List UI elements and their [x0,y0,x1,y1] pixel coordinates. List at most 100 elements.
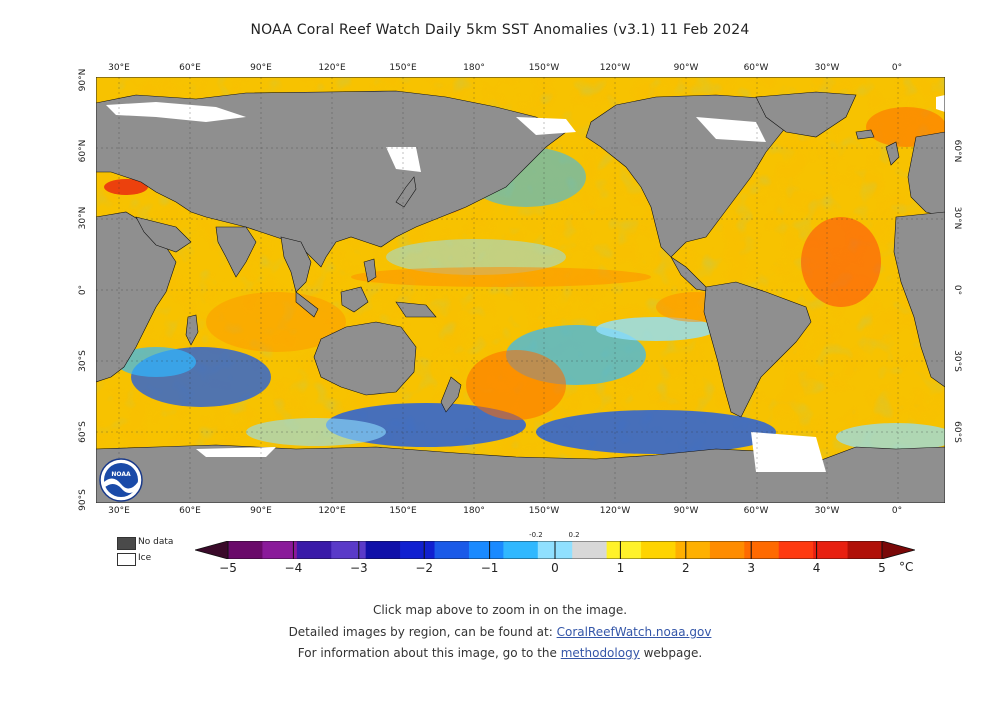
cool-anomaly-regions [116,147,945,454]
lon-label-bottom: 150°W [528,506,560,516]
lat-label-left: 60°N [78,139,88,163]
colorbar-segment [709,541,745,559]
colorbar-segment [606,541,642,559]
new-guinea [395,301,437,318]
map-svg[interactable] [96,77,945,503]
madagascar [185,314,199,346]
colorbar-segment [641,541,676,559]
arabia-landmass [135,216,192,253]
coralreefwatch-link[interactable]: CoralReefWatch.noaa.gov [556,625,712,639]
colorbar-unit: °C [899,560,914,574]
uk-landmass [885,141,900,166]
ice-swatch [117,553,136,566]
lat-label-right: 60°N [952,139,962,163]
info-note-text: For information about this image, go to … [297,646,561,660]
colorbar-label: −2 [415,561,434,575]
info-note: For information about this image, go to … [0,646,1000,660]
lon-label-top: 30°W [814,63,840,73]
detail-note: Detailed images by region, can be found … [0,625,1000,639]
new-zealand [440,376,462,413]
lon-label-bottom: 90°W [673,506,699,516]
info-note-suffix: webpage. [639,646,703,660]
australia-landmass [313,321,417,396]
sst-anomaly-map[interactable] [96,77,945,503]
lon-label-top: 60°E [179,63,201,73]
noaa-logo: NOAA [99,458,143,502]
lon-label-bottom: 90°E [250,506,272,516]
lon-label-top: 90°W [673,63,699,73]
sumatra [295,291,319,318]
colorbar [195,541,915,559]
lat-label-right: 0° [952,284,962,296]
philippines [363,258,377,283]
lon-label-bottom: 60°W [743,506,769,516]
india-landmass [215,226,257,278]
colorbar-small-label: 0.2 [568,531,580,539]
colorbar-label: 0 [551,561,559,575]
colorbar-small-label: -0.2 [529,531,543,539]
colorbar-label: 1 [616,561,625,575]
no-data-label: No data [138,537,174,547]
iceland [855,129,875,140]
colorbar-label: 4 [812,561,821,575]
colorbar-label: −4 [284,561,303,575]
detail-note-text: Detailed images by region, can be found … [288,625,557,639]
lon-label-top: 150°W [528,63,560,73]
colorbar-label: 3 [747,561,756,575]
lon-label-bottom: 60°E [179,506,201,516]
colorbar-segment [400,541,436,559]
colorbar-label: −1 [480,561,499,575]
borneo [340,286,369,313]
lat-label-left: 30°S [78,350,88,372]
colorbar-segment [744,541,780,559]
eurasia-landmass [96,90,567,268]
colorbar-segment [468,541,504,559]
colorbar-segment [675,541,711,559]
colorbar-segment [228,541,263,559]
colorbar-segment [434,541,470,559]
japan [395,176,417,208]
europe-east-edge [907,131,945,218]
colorbar-label: −3 [349,561,368,575]
colorbar-segment [331,541,367,559]
colorbar-segment [778,541,814,559]
lon-label-top: 30°E [108,63,130,73]
colorbar-label: 2 [681,561,690,575]
colorbar-arrow-right [882,541,915,559]
lat-label-left: 30°N [78,206,88,230]
graticule [96,77,945,503]
lon-label-bottom: 120°W [599,506,631,516]
lat-label-left: 0° [78,284,88,296]
colorbar-segment [503,541,539,559]
colorbar-segment [296,541,332,559]
no-data-swatch [117,537,136,550]
lon-label-bottom: 30°E [108,506,130,516]
lon-label-top: 180° [463,63,485,73]
africa-east-edge [893,211,945,388]
ice-label: Ice [138,553,152,563]
colorbar-segment [813,541,849,559]
lon-label-bottom: 180° [463,506,485,516]
lat-label-left: 90°N [78,68,88,92]
noaa-logo-text: NOAA [111,471,131,478]
zoom-hint: Click map above to zoom in on the image. [372,603,628,617]
colorbar-segment [365,541,401,559]
methodology-link[interactable]: methodology [560,646,640,660]
colorbar-label: 5 [878,561,886,575]
lat-label-right: 30°S [952,350,962,372]
colorbar-segment [262,541,298,559]
colorbar-segment [847,541,883,559]
lon-label-top: 90°E [250,63,272,73]
south-america-landmass [703,281,812,418]
colorbar-label: −5 [219,561,237,575]
lon-label-top: 0° [891,63,903,73]
lon-label-bottom: 0° [891,506,903,516]
lon-label-top: 150°E [389,63,417,73]
lon-label-bottom: 150°E [389,506,417,516]
lat-label-left: 90°S [78,489,88,511]
lat-label-right: 60°S [952,421,962,443]
colorbar-arrow-left [195,541,228,559]
colorbar-segment [572,541,608,559]
lon-label-top: 60°W [743,63,769,73]
lon-label-bottom: 120°E [318,506,346,516]
